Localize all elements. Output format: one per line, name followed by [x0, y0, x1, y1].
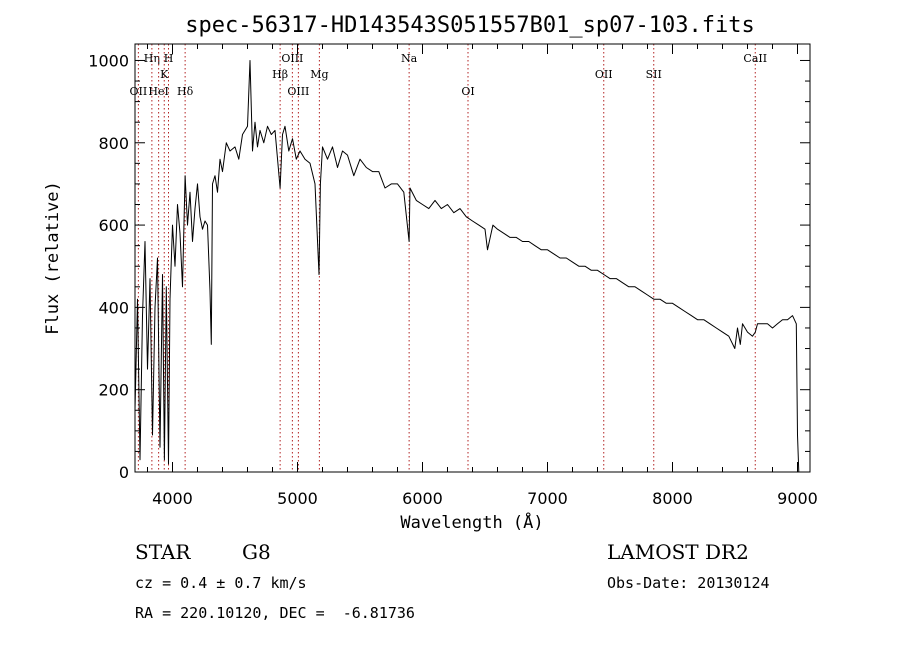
y-tick-label-5: 1000 [88, 51, 129, 70]
plot-frame [134, 43, 811, 473]
marker-label-9: Mg [310, 68, 328, 81]
coordinates-text: RA = 220.10120, DEC = -6.81736 [135, 604, 415, 622]
axis-ticks: 4000 5000 6000 7000 8000 9000 0 200 400 600 800 100… [88, 44, 818, 508]
marker-label-6: Hβ [272, 68, 288, 81]
y-tick-label-4: 800 [98, 134, 129, 153]
object-subclass: G8 [242, 540, 271, 564]
x-tick-label-2: 6000 [402, 489, 443, 508]
marker-label-3: K [160, 68, 169, 81]
marker-label-8: OIII [287, 85, 309, 98]
survey-name: LAMOST DR2 [607, 540, 749, 564]
marker-label-14: CaII [743, 52, 767, 65]
x-tick-label-3: 7000 [527, 489, 568, 508]
chart-title: spec-56317-HD143543S051557B01_sp07-103.f… [185, 13, 755, 38]
marker-label-7: OIII [281, 52, 303, 65]
marker-label-2: HeI [148, 85, 168, 98]
marker-label-10: Na [401, 52, 418, 65]
x-tick-label-4: 8000 [652, 489, 693, 508]
y-tick-label-1: 200 [98, 381, 129, 400]
marker-label-1: Hη [144, 52, 160, 65]
x-tick-label-5: 9000 [777, 489, 818, 508]
spectrum-line-group [134, 60, 800, 473]
x-tick-label-1: 5000 [277, 489, 318, 508]
spectrum-line [134, 60, 800, 473]
redshift-text: cz = 0.4 ± 0.7 km/s [135, 574, 307, 592]
object-class: STAR [135, 540, 191, 564]
marker-label-13: SII [646, 68, 662, 81]
marker-label-12: OII [595, 68, 613, 81]
x-axis-label: Wavelength (Å) [400, 511, 543, 533]
x-tick-label-0: 4000 [152, 489, 193, 508]
marker-label-11: OI [461, 85, 474, 98]
marker-label-5: Hδ [177, 85, 194, 98]
y-axis-label: Flux (relative) [43, 181, 63, 335]
observation-date: Obs-Date: 20130124 [607, 574, 770, 592]
marker-label-4: H [164, 52, 174, 65]
marker-label-0: OII [130, 85, 148, 98]
y-tick-label-3: 600 [98, 216, 129, 235]
y-tick-label-0: 0 [119, 463, 129, 482]
y-tick-label-2: 400 [98, 298, 129, 317]
